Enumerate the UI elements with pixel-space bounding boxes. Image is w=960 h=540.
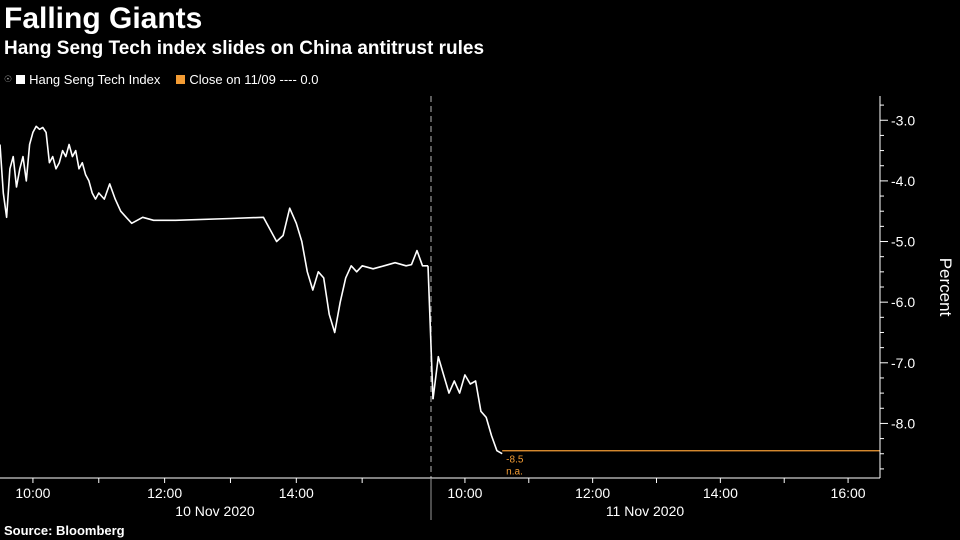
x-tick-label: 10:00	[447, 485, 482, 501]
x-tick-label: 12:00	[575, 485, 610, 501]
y-axis-title: Percent	[936, 258, 955, 317]
x-tick-label: 12:00	[147, 485, 182, 501]
x-tick-label: 14:00	[279, 485, 314, 501]
y-tick-label: -8.0	[891, 415, 915, 431]
series-line-gap-connector	[427, 265, 434, 400]
annotation-value: -8.5	[506, 455, 524, 466]
legend-swatch-orange	[176, 75, 186, 84]
series-lines	[0, 125, 880, 455]
series-line-index-session-1	[0, 125, 428, 334]
legend-label-index: Hang Seng Tech Index	[29, 72, 161, 87]
y-tick-label: -5.0	[891, 234, 915, 250]
legend-label-close: Close on 11/09 ---- 0.0	[189, 72, 319, 87]
annotation-note: n.a.	[506, 467, 523, 478]
legend-item-index: Hang Seng Tech Index	[16, 72, 160, 87]
y-tick-label: -7.0	[891, 355, 915, 371]
source-note: Source: Bloomberg	[4, 523, 125, 538]
legend: ☉ Hang Seng Tech Index Close on 11/09 --…	[4, 72, 331, 87]
legend-swatch-white	[16, 75, 26, 84]
x-tick-label: 14:00	[703, 485, 738, 501]
tick-labels: -8.5n.a. -3.0 -4.0 -5.0 -6.0 -7.0 -8.0 Percent 1…	[15, 112, 955, 519]
axes	[0, 96, 888, 520]
y-tick-label: -3.0	[891, 112, 915, 128]
y-tick-label: -6.0	[891, 294, 915, 310]
x-tick-label: 16:00	[831, 485, 866, 501]
x-tick-label: 10:00	[15, 485, 50, 501]
session-date-label: 10 Nov 2020	[175, 503, 255, 519]
chart-title: Falling Giants	[4, 2, 203, 35]
series-line-index-session-2	[432, 355, 503, 455]
session-date-label: 11 Nov 2020	[606, 503, 685, 519]
chart-subtitle: Hang Seng Tech index slides on China ant…	[4, 38, 485, 59]
y-tick-label: -4.0	[891, 173, 915, 189]
legend-item-close: Close on 11/09 ---- 0.0	[176, 72, 319, 87]
pin-icon[interactable]: ☉	[4, 74, 13, 84]
